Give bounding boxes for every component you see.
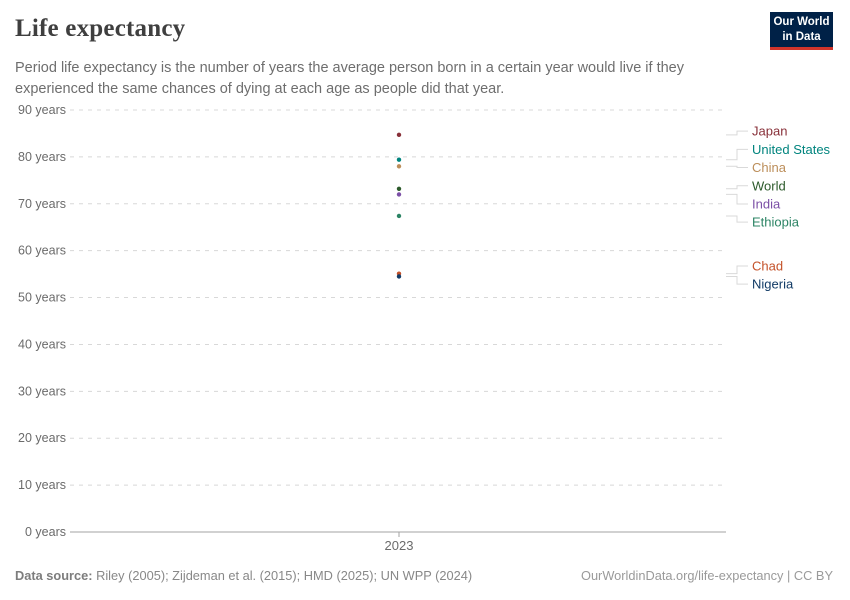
data-source-label: Data source:: [15, 568, 93, 583]
y-tick-label: 60 years: [18, 244, 66, 258]
legend-connector-japan: [726, 130, 748, 136]
data-point-world[interactable]: [396, 186, 402, 191]
legend-label-chad[interactable]: Chad: [752, 258, 783, 273]
y-tick-label: 80 years: [18, 150, 66, 164]
legend-connector-china: [726, 165, 748, 169]
legend-label-japan[interactable]: Japan: [752, 124, 787, 139]
owid-logo[interactable]: Our World in Data: [770, 12, 833, 50]
data-source: Data source: Riley (2005); Zijdeman et a…: [15, 568, 472, 583]
legend-label-nigeria[interactable]: Nigeria: [752, 277, 794, 292]
y-tick-label: 20 years: [18, 431, 66, 445]
data-point-india[interactable]: [396, 192, 402, 197]
legend-connector-chad: [726, 265, 748, 275]
data-point-united-states[interactable]: [396, 157, 402, 162]
y-tick-label: 10 years: [18, 478, 66, 492]
y-tick-label: 0 years: [25, 525, 66, 539]
legend-label-united-states[interactable]: United States: [752, 142, 831, 157]
data-point-japan[interactable]: [396, 132, 402, 138]
x-tick-label: 2023: [385, 538, 414, 553]
legend-connector-united-states: [726, 148, 748, 161]
data-point-ethiopia[interactable]: [396, 213, 402, 219]
y-tick-label: 70 years: [18, 197, 66, 211]
legend-connector-india: [726, 193, 748, 205]
chart-footer: Data source: Riley (2005); Zijdeman et a…: [0, 568, 850, 583]
y-tick-label: 40 years: [18, 337, 66, 351]
owid-logo-line2: in Data: [782, 30, 821, 43]
y-tick-label: 90 years: [18, 103, 66, 117]
legend-connector-nigeria: [726, 275, 748, 285]
data-point-china[interactable]: [396, 164, 402, 169]
legend-connector-ethiopia: [726, 215, 748, 223]
owid-logo-line1: Our World: [773, 16, 830, 29]
legend-label-world[interactable]: World: [752, 178, 786, 193]
data-point-nigeria[interactable]: [396, 274, 402, 279]
attribution-link[interactable]: OurWorldinData.org/life-expectancy | CC …: [580, 568, 833, 583]
legend-label-india[interactable]: India: [752, 196, 781, 211]
y-tick-label: 50 years: [18, 291, 66, 305]
data-source-text: Riley (2005); Zijdeman et al. (2015); HM…: [92, 568, 473, 583]
chart-subtitle: Period life expectancy is the number of …: [15, 60, 684, 97]
legend-label-ethiopia[interactable]: Ethiopia: [752, 215, 800, 230]
legend-connector-world: [726, 185, 748, 190]
page-title: Life expectancy: [15, 15, 186, 42]
y-tick-label: 30 years: [18, 384, 66, 398]
legend-label-china[interactable]: China: [752, 160, 787, 175]
